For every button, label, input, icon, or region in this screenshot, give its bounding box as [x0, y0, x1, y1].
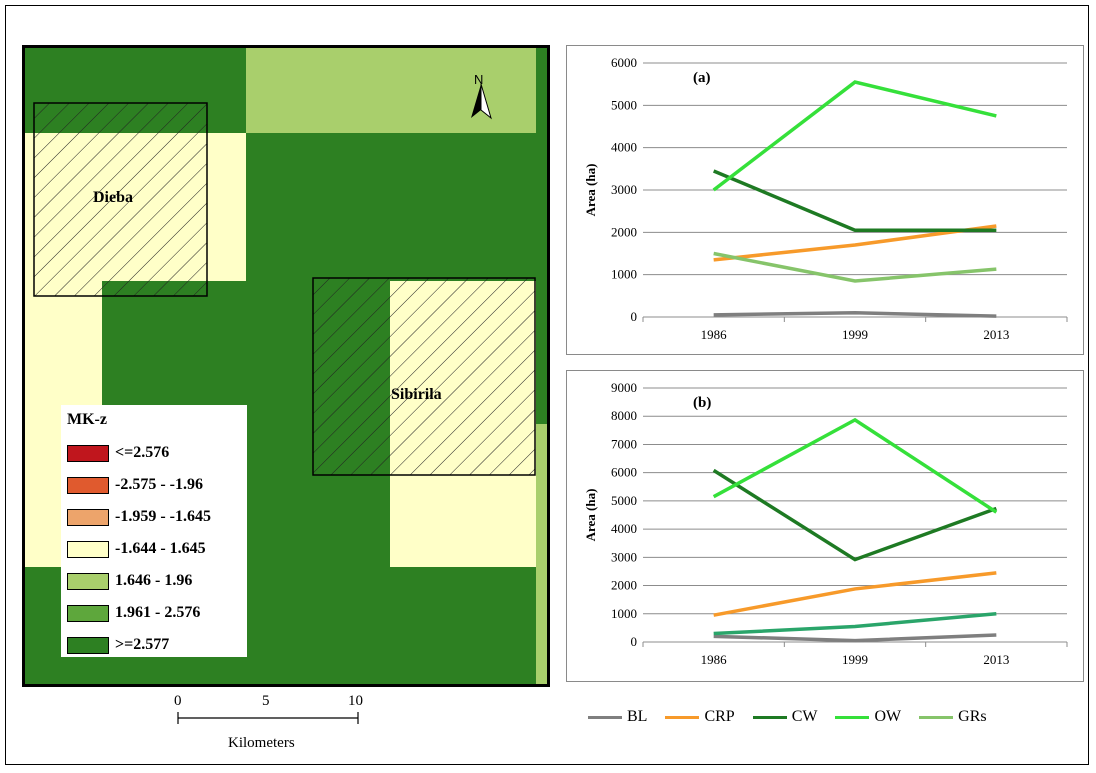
y-tick-label: 2000 — [611, 578, 637, 593]
legend-swatch — [67, 540, 109, 558]
scale-tick-0: 0 — [174, 693, 182, 709]
series-legend-item: CW — [752, 708, 818, 726]
legend-item: 1.961 - 2.576 — [67, 602, 200, 624]
x-tick-label: 2013 — [983, 652, 1009, 667]
series-legend-label: BL — [627, 708, 648, 725]
site-label-sibirila: Sibirila — [391, 386, 442, 403]
chart-b-svg: 0 1000 2000 3000 4000 5000 6000 7000 8000 9000 198… — [583, 380, 1068, 667]
series-legend-item: OW — [835, 708, 901, 726]
y-tick-label: 5000 — [611, 97, 637, 112]
site-box-dieba — [33, 102, 208, 297]
y-tick-label: 3000 — [611, 182, 637, 197]
legend-title: MK-z — [67, 411, 107, 428]
y-tick-label: 4000 — [611, 521, 637, 536]
legend-item: -2.575 - -1.96 — [67, 474, 203, 496]
y-tick-label: 9000 — [611, 380, 637, 395]
series-line-grs — [713, 612, 997, 636]
legend-swatch — [67, 444, 109, 462]
site-box-sibirila — [312, 277, 536, 476]
legend-label: >=2.577 — [115, 636, 170, 653]
map-legend: MK-z <=2.576 -2.575 - -1.96 -1.959 - -1.… — [61, 405, 247, 657]
x-tick-label: 1999 — [842, 327, 868, 342]
legend-swatch — [67, 636, 109, 654]
y-tick-label: 2000 — [611, 224, 637, 239]
legend-item: -1.644 - 1.645 — [67, 538, 206, 560]
y-axis-label: Area (ha) — [583, 164, 598, 217]
legend-label: -1.644 - 1.645 — [115, 540, 206, 557]
legend-item: 1.646 - 1.96 — [67, 570, 192, 592]
panel-label: (b) — [693, 395, 711, 411]
legend-swatch — [67, 604, 109, 622]
legend-label: -2.575 - -1.96 — [115, 476, 203, 493]
series-line-crp — [713, 224, 997, 262]
north-label: N — [474, 72, 484, 87]
chart-a-svg: 0 1000 2000 3000 4000 5000 6000 1986 1999 2013 Are… — [583, 55, 1068, 342]
x-tick-label: 2013 — [983, 327, 1009, 342]
series-legend-line — [588, 715, 622, 719]
x-tick-label: 1986 — [701, 327, 728, 342]
figure-frame — [5, 5, 1089, 765]
x-tick-label: 1999 — [842, 652, 868, 667]
series-legend-line — [835, 715, 870, 719]
y-tick-label: 5000 — [611, 493, 637, 508]
y-tick-label: 0 — [631, 309, 638, 324]
y-tick-label: 6000 — [611, 465, 637, 480]
scale-tick-5: 5 — [262, 693, 270, 709]
legend-label: <=2.576 — [115, 444, 170, 461]
series-legend-line — [919, 715, 954, 719]
chart-panel-a: 0 1000 2000 3000 4000 5000 6000 1986 1999 2013 Are… — [566, 45, 1084, 355]
x-tick-label: 1986 — [701, 652, 728, 667]
y-tick-label: 1000 — [611, 606, 637, 621]
scale-unit: Kilometers — [228, 735, 295, 751]
series-line-grs — [713, 251, 997, 283]
legend-label: -1.959 - -1.645 — [115, 508, 211, 525]
series-legend: BL CRP CW OW GRs — [588, 706, 1005, 728]
y-tick-label: 1000 — [611, 267, 637, 282]
series-line-cw — [712, 169, 997, 232]
series-line-crp — [713, 571, 997, 617]
series-legend-label: CRP — [704, 708, 735, 725]
scale-bar-graphic — [177, 712, 359, 724]
y-axis-label: Area (ha) — [583, 489, 598, 542]
trend-map: Dieba Sibirila N MK-z <=2.576 -2.575 - -… — [22, 45, 550, 687]
legend-label: 1.961 - 2.576 — [115, 604, 201, 621]
series-legend-item: CRP — [665, 708, 735, 726]
scale-bar: 0 5 10 Kilometers — [160, 690, 380, 760]
legend-item: -1.959 - -1.645 — [67, 506, 211, 528]
legend-label: 1.646 - 1.96 — [115, 572, 193, 589]
series-line-bl — [713, 311, 997, 318]
y-tick-label: 8000 — [611, 408, 637, 423]
north-arrow-icon — [471, 83, 492, 120]
series-legend-item: BL — [588, 708, 647, 726]
y-tick-label: 3000 — [611, 549, 637, 564]
legend-item: >=2.577 — [67, 634, 169, 656]
series-legend-label: CW — [791, 708, 818, 725]
series-legend-line — [752, 715, 787, 719]
site-label-dieba: Dieba — [93, 189, 133, 206]
map-cell-light-green — [246, 48, 536, 133]
series-legend-line — [665, 715, 700, 719]
series-legend-label: GRs — [958, 708, 987, 725]
series-legend-item: GRs — [919, 708, 987, 726]
legend-item: <=2.576 — [67, 442, 169, 464]
series-line-cw — [712, 468, 997, 562]
y-tick-label: 6000 — [611, 55, 637, 70]
y-tick-label: 0 — [631, 634, 638, 649]
y-tick-label: 7000 — [611, 436, 637, 451]
chart-panel-b: 0 1000 2000 3000 4000 5000 6000 7000 8000 9000 198… — [566, 370, 1084, 682]
map-cell-light-green — [536, 424, 547, 684]
legend-swatch — [67, 476, 109, 494]
legend-swatch — [67, 572, 109, 590]
scale-tick-10: 10 — [348, 693, 363, 709]
series-legend-label: OW — [874, 708, 902, 725]
panel-label: (a) — [693, 70, 711, 86]
series-line-ow — [712, 80, 997, 192]
series-line-bl — [713, 633, 997, 643]
series-line-ow — [712, 417, 998, 514]
legend-swatch — [67, 508, 109, 526]
y-tick-label: 4000 — [611, 140, 637, 155]
